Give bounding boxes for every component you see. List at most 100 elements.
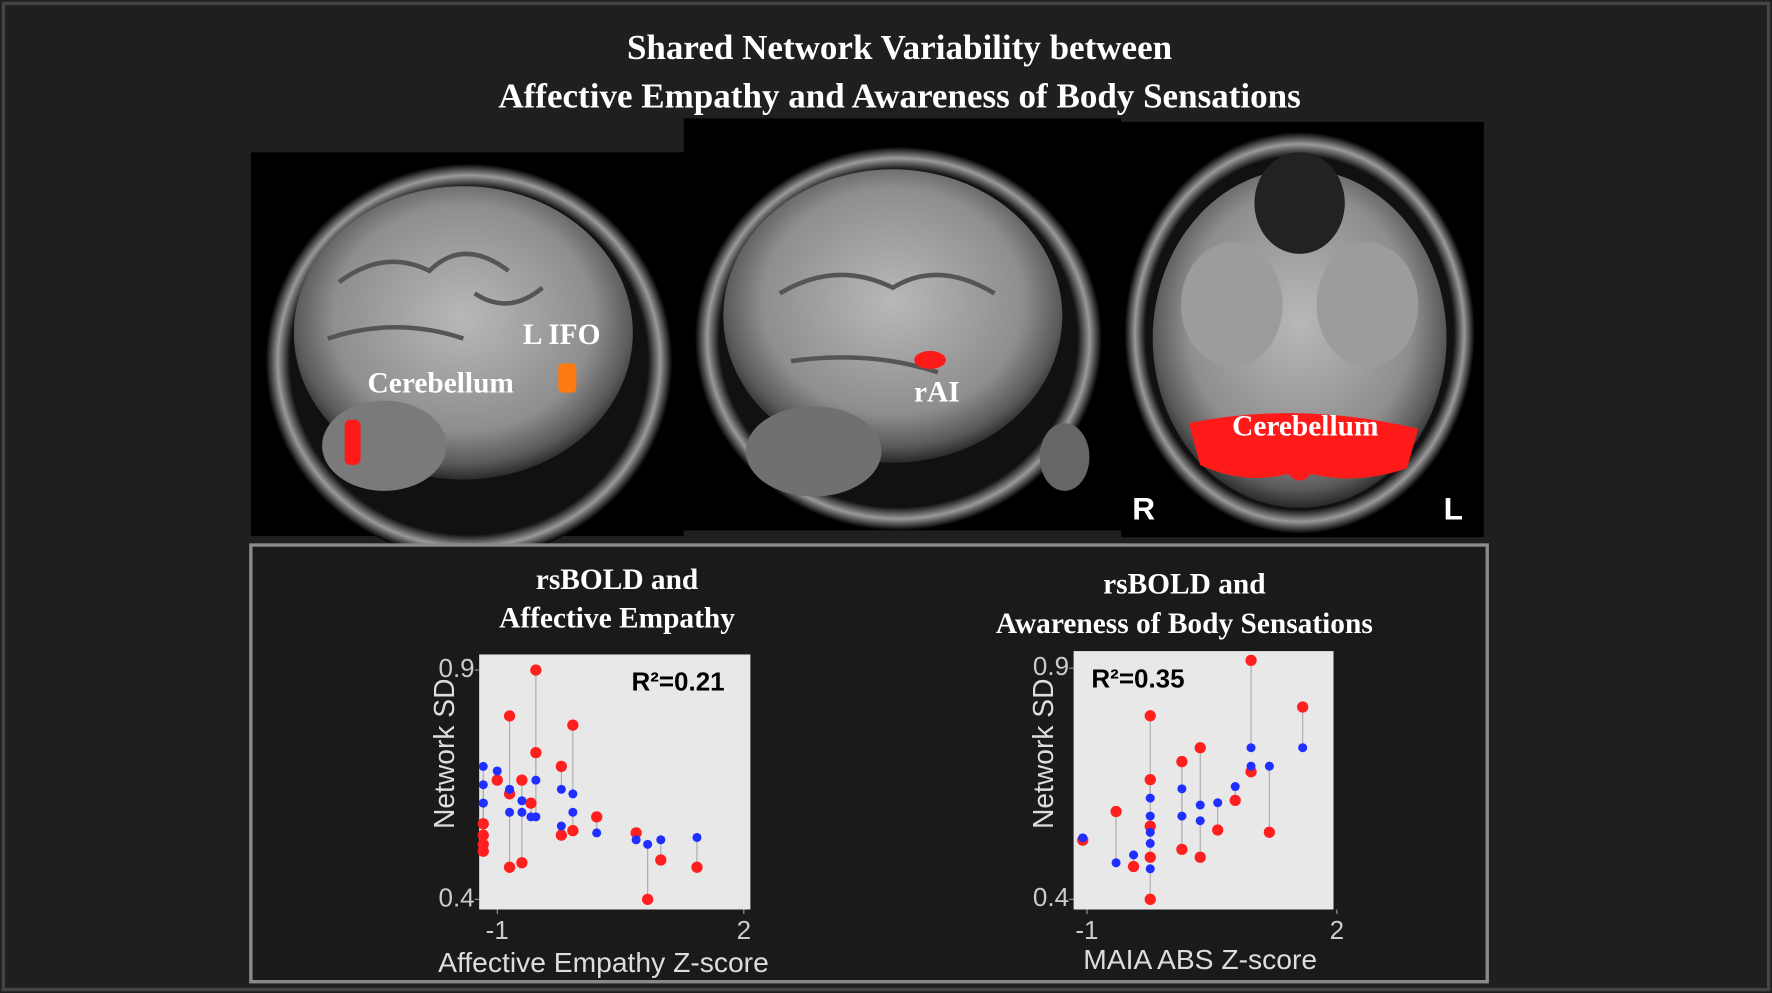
- point: [1145, 827, 1155, 837]
- x-axis-label: MAIA ABS Z-score: [1083, 943, 1317, 975]
- point: [1194, 851, 1206, 863]
- point: [516, 774, 528, 786]
- point: [1298, 743, 1308, 753]
- point: [1145, 838, 1155, 848]
- point: [478, 780, 488, 790]
- chart-title: rsBOLD and: [536, 564, 698, 596]
- point: [656, 835, 666, 845]
- point: [1127, 860, 1140, 873]
- point: [555, 760, 568, 773]
- point: [477, 829, 489, 841]
- point: [1144, 851, 1156, 863]
- point: [642, 893, 654, 906]
- x-tick-label: -1: [1075, 915, 1098, 945]
- point: [630, 827, 642, 839]
- point: [517, 807, 527, 817]
- point: [1110, 805, 1122, 818]
- point: [567, 824, 579, 837]
- orientation-label: L: [1444, 491, 1463, 527]
- y-tick-label: 0.9: [439, 653, 475, 683]
- point: [556, 784, 566, 794]
- point: [655, 854, 667, 866]
- point: [1144, 893, 1156, 905]
- point: [478, 798, 488, 808]
- y-tick-label: 0.4: [439, 882, 475, 912]
- brain-panel-left: L IFO Cerebellum: [250, 152, 684, 559]
- point: [1176, 843, 1188, 856]
- x-tick-label: 2: [1330, 915, 1344, 945]
- point: [477, 845, 489, 857]
- point: [503, 710, 516, 722]
- point: [1264, 761, 1274, 771]
- point: [592, 828, 602, 838]
- point: [1195, 800, 1205, 810]
- region-label: rAI: [914, 377, 960, 409]
- y-tick-label: 0.9: [1033, 651, 1069, 681]
- point: [525, 797, 537, 809]
- x-axis-label: Affective Empathy Z-score: [438, 946, 769, 978]
- point: [526, 812, 536, 822]
- point: [1246, 761, 1256, 771]
- chart-title: Awareness of Body Sensations: [996, 608, 1373, 640]
- point: [1111, 858, 1121, 868]
- point: [591, 811, 603, 823]
- point: [1194, 742, 1206, 754]
- point: [1177, 811, 1187, 821]
- point: [1129, 850, 1139, 860]
- point: [1297, 701, 1309, 713]
- point: [567, 719, 579, 731]
- point: [643, 839, 653, 849]
- orientation-label: R: [1132, 491, 1155, 527]
- point: [1078, 833, 1088, 843]
- point: [1229, 794, 1241, 807]
- x-tick-label: 2: [737, 915, 751, 945]
- annotation: R²=0.21: [631, 667, 724, 697]
- point: [517, 796, 527, 806]
- x-tick-label: -1: [486, 915, 509, 945]
- chart-title: rsBOLD and: [1103, 569, 1265, 601]
- chart-title: Affective Empathy: [499, 602, 735, 634]
- point: [1145, 793, 1155, 803]
- point: [530, 746, 542, 759]
- point: [556, 821, 566, 831]
- point: [1263, 826, 1276, 838]
- point: [1230, 782, 1240, 792]
- point: [1144, 710, 1156, 722]
- point: [691, 861, 703, 873]
- region-label: Cerebellum: [1232, 411, 1378, 443]
- figure-title: Affective Empathy and Awareness of Body …: [498, 76, 1300, 115]
- point: [555, 829, 568, 841]
- region-label: Cerebellum: [368, 368, 514, 400]
- point: [531, 775, 541, 785]
- figure-title: Shared Network Variability between: [627, 28, 1172, 67]
- point: [1245, 654, 1257, 666]
- point: [491, 774, 503, 786]
- point: [1176, 755, 1188, 768]
- point: [530, 664, 542, 676]
- point: [568, 789, 578, 799]
- point: [568, 807, 578, 817]
- point: [478, 761, 488, 771]
- point: [1144, 773, 1156, 786]
- point: [631, 835, 641, 845]
- brain-panel-right: Cerebellum R L: [1121, 121, 1484, 538]
- point: [1195, 816, 1205, 826]
- y-axis-label: Network SD: [1027, 679, 1059, 829]
- point: [516, 857, 528, 869]
- point: [1246, 743, 1256, 753]
- point: [1177, 784, 1187, 794]
- point: [492, 766, 502, 776]
- point: [503, 861, 516, 873]
- y-axis-label: Network SD: [428, 679, 460, 829]
- point: [1212, 824, 1224, 836]
- point: [1213, 798, 1223, 808]
- annotation: R²=0.35: [1091, 663, 1184, 693]
- point: [477, 818, 489, 830]
- point: [1145, 811, 1155, 821]
- point: [692, 832, 702, 843]
- point: [1145, 864, 1155, 874]
- y-tick-label: 0.4: [1033, 882, 1069, 912]
